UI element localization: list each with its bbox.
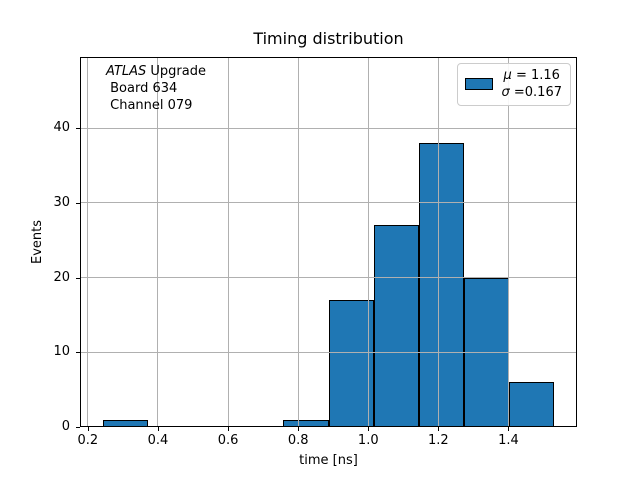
y-tick-label: 40 xyxy=(53,120,70,135)
x-gridline xyxy=(87,57,89,427)
x-tick-label: 1.4 xyxy=(498,433,519,448)
y-tick xyxy=(76,277,80,279)
y-gridline xyxy=(80,202,577,204)
histogram-bar xyxy=(509,382,555,427)
x-gridline xyxy=(227,57,229,427)
chart-title: Timing distribution xyxy=(253,29,404,48)
x-tick-label: 0.8 xyxy=(287,433,309,448)
annotation-experiment-name: ATLAS xyxy=(106,64,147,79)
annotation-line-1-rest: Upgrade xyxy=(146,64,206,79)
legend-line-sigma: σ =0.167 xyxy=(502,84,563,101)
histogram-bar xyxy=(373,225,419,427)
legend: μ = 1.16 σ =0.167 xyxy=(456,63,571,106)
x-tick-label: 0.6 xyxy=(217,433,239,448)
y-gridline xyxy=(80,277,577,278)
x-gridline xyxy=(507,57,509,427)
annotation-line-2: Board 634 xyxy=(106,81,178,96)
x-gridline xyxy=(367,57,369,427)
y-tick xyxy=(76,202,80,204)
y-tick-label: 0 xyxy=(61,419,70,434)
sigma-symbol: σ xyxy=(501,85,510,100)
x-tick xyxy=(157,427,159,431)
x-tick xyxy=(298,427,300,431)
annotation-text: ATLAS Upgrade Board 634 Channel 079 xyxy=(106,63,206,114)
mu-value: = 1.16 xyxy=(511,68,560,83)
y-gridline xyxy=(80,127,577,129)
annotation-line-1: ATLAS Upgrade xyxy=(106,63,206,80)
x-tick-label: 1.0 xyxy=(357,433,379,448)
y-tick-label: 10 xyxy=(53,344,70,360)
x-gridline xyxy=(437,57,439,427)
legend-line-mu: μ = 1.16 xyxy=(502,67,563,84)
x-tick-label: 1.2 xyxy=(428,433,449,448)
x-tick xyxy=(438,427,440,431)
y-tick xyxy=(76,128,80,129)
legend-text: μ = 1.16 σ =0.167 xyxy=(502,67,563,101)
x-tick xyxy=(228,427,230,431)
y-tick-label: 30 xyxy=(53,194,70,210)
annotation-line-3: Channel 079 xyxy=(106,98,193,113)
x-tick-label: 0.2 xyxy=(77,433,99,448)
histogram-bar xyxy=(328,299,374,427)
x-tick-label: 0.4 xyxy=(147,433,169,448)
mu-symbol: μ xyxy=(503,68,512,83)
x-gridline xyxy=(297,57,299,427)
y-gridline xyxy=(80,351,577,353)
x-axis-label: time [ns] xyxy=(299,453,358,468)
x-tick xyxy=(368,427,370,431)
y-tick-label: 20 xyxy=(53,269,70,285)
legend-color-patch xyxy=(464,78,493,90)
x-gridline xyxy=(157,57,159,427)
histogram-bar xyxy=(418,142,465,427)
y-tick xyxy=(76,352,80,354)
plot-area: ATLAS Upgrade Board 634 Channel 079 μ = … xyxy=(80,57,577,427)
sigma-value: =0.167 xyxy=(509,85,562,100)
x-tick xyxy=(508,427,510,431)
y-axis-label: Events xyxy=(30,220,45,265)
histogram-bar xyxy=(283,419,329,427)
x-tick xyxy=(87,427,89,431)
histogram-bar xyxy=(102,419,148,427)
y-tick xyxy=(76,427,80,428)
